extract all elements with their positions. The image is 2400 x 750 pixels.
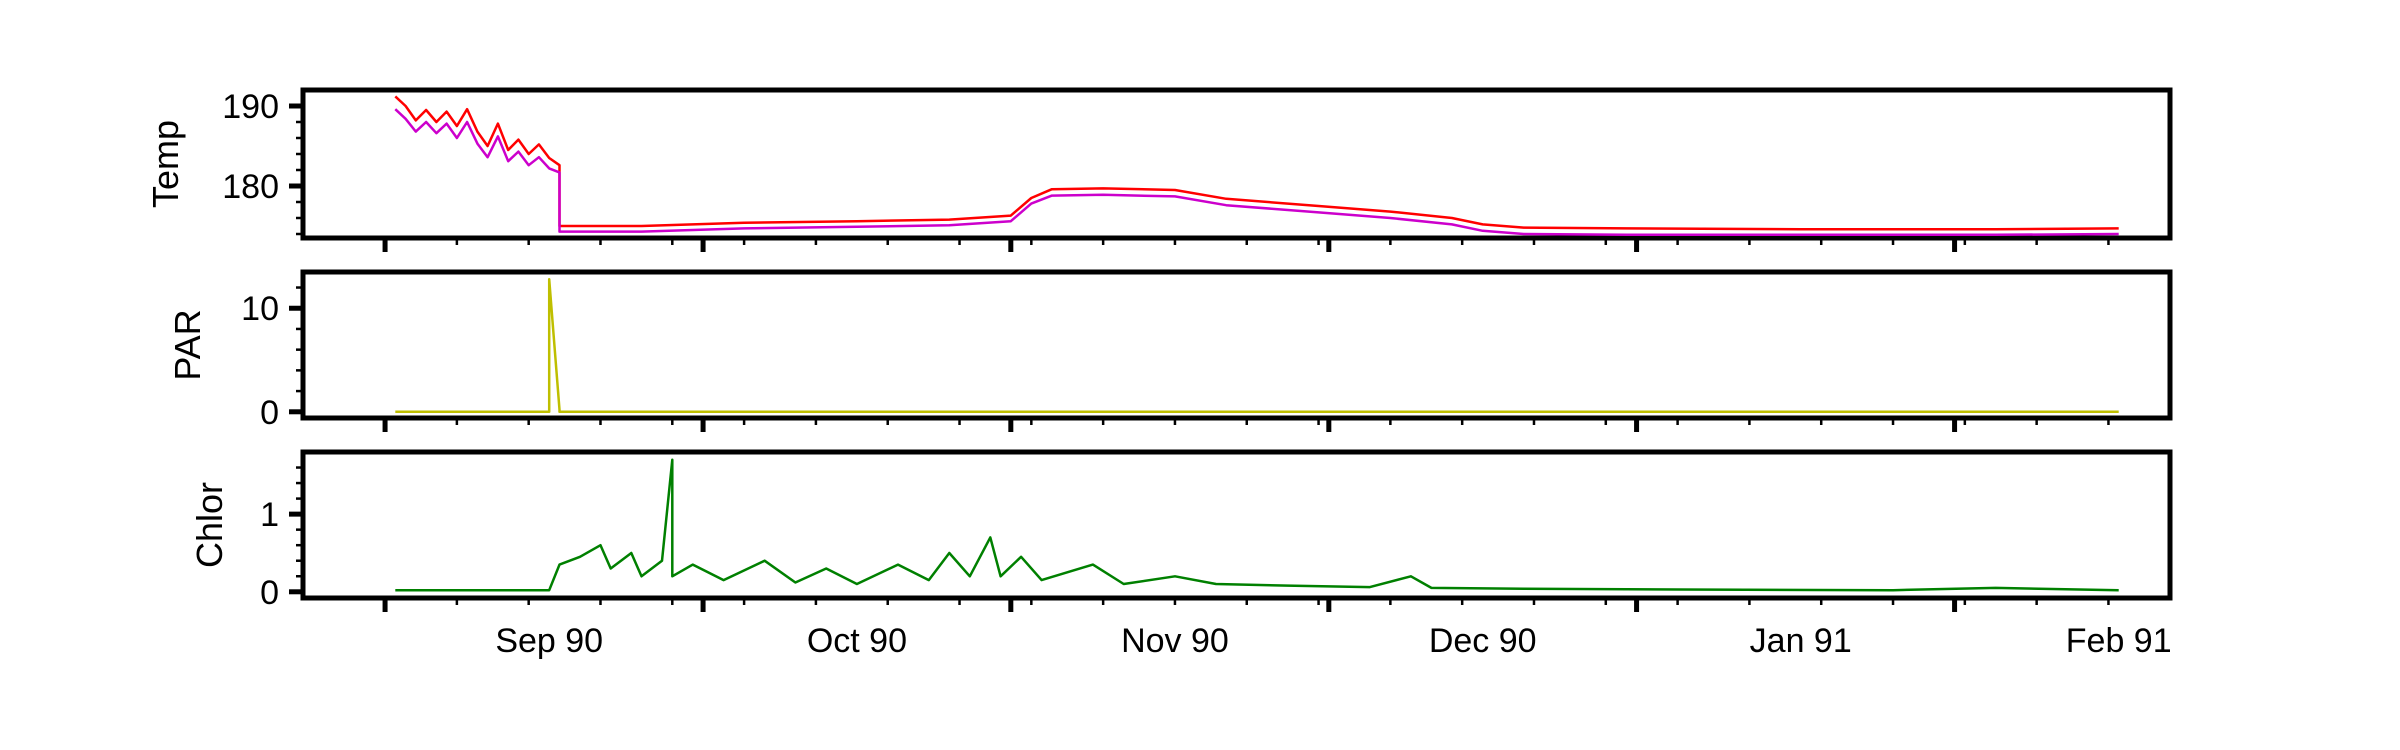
panel-temp-series-line-0 — [394, 95, 2119, 231]
x-axis-tick-labels: Sep 90 Oct 90 Nov 90 Dec 90 Jan 91 Feb 91 — [495, 622, 2171, 660]
panel-par-ylabel: PAR — [167, 309, 208, 380]
panel-par-y-ticks: 0 10 — [241, 286, 303, 432]
x-tick-label-5: Feb 91 — [2066, 622, 2172, 660]
x-tick-label-3: Dec 90 — [1429, 622, 1537, 660]
panel-temp-ytick-label-0: 180 — [222, 168, 279, 206]
x-tick-label-4: Jan 91 — [1750, 622, 1852, 660]
panel-temp-y-ticks: 180 190 — [222, 88, 303, 236]
x-axis-ticks — [382, 238, 2110, 612]
panel-par-ytick-label-0: 0 — [260, 394, 279, 432]
panel-chlor-series-line-0 — [395, 458, 2119, 592]
panel-chlor: 01 Chlor — [189, 449, 2173, 612]
panel-chlor-frame — [300, 449, 2173, 601]
x-tick-label-0: Sep 90 — [495, 622, 603, 660]
panel-par-ytick-label-1: 10 — [241, 290, 279, 328]
panel-par-series-line-0 — [395, 277, 2119, 414]
panel-chlor-series — [395, 458, 2119, 592]
panel-chlor-y-ticks: 01 — [260, 466, 303, 612]
panel-temp: 180 190 Temp — [145, 87, 2173, 241]
panel-temp-frame — [300, 87, 2173, 241]
panel-chlor-ytick-label-1: 1 — [260, 496, 279, 534]
panel-chlor-ylabel: Chlor — [189, 482, 230, 568]
panel-temp-ylabel: Temp — [145, 120, 186, 208]
panel-chlor-ytick-label-0: 0 — [260, 574, 279, 612]
x-tick-label-1: Oct 90 — [807, 622, 907, 660]
panel-par-frame — [300, 269, 2173, 421]
panel-par-series — [395, 277, 2119, 414]
x-tick-label-2: Nov 90 — [1121, 622, 1229, 660]
panel-temp-ytick-label-1: 190 — [222, 88, 279, 126]
panel-temp-series — [394, 95, 2119, 237]
panel-temp-series-line-1 — [394, 108, 2119, 237]
panel-par: 0 10 PAR — [167, 269, 2173, 432]
